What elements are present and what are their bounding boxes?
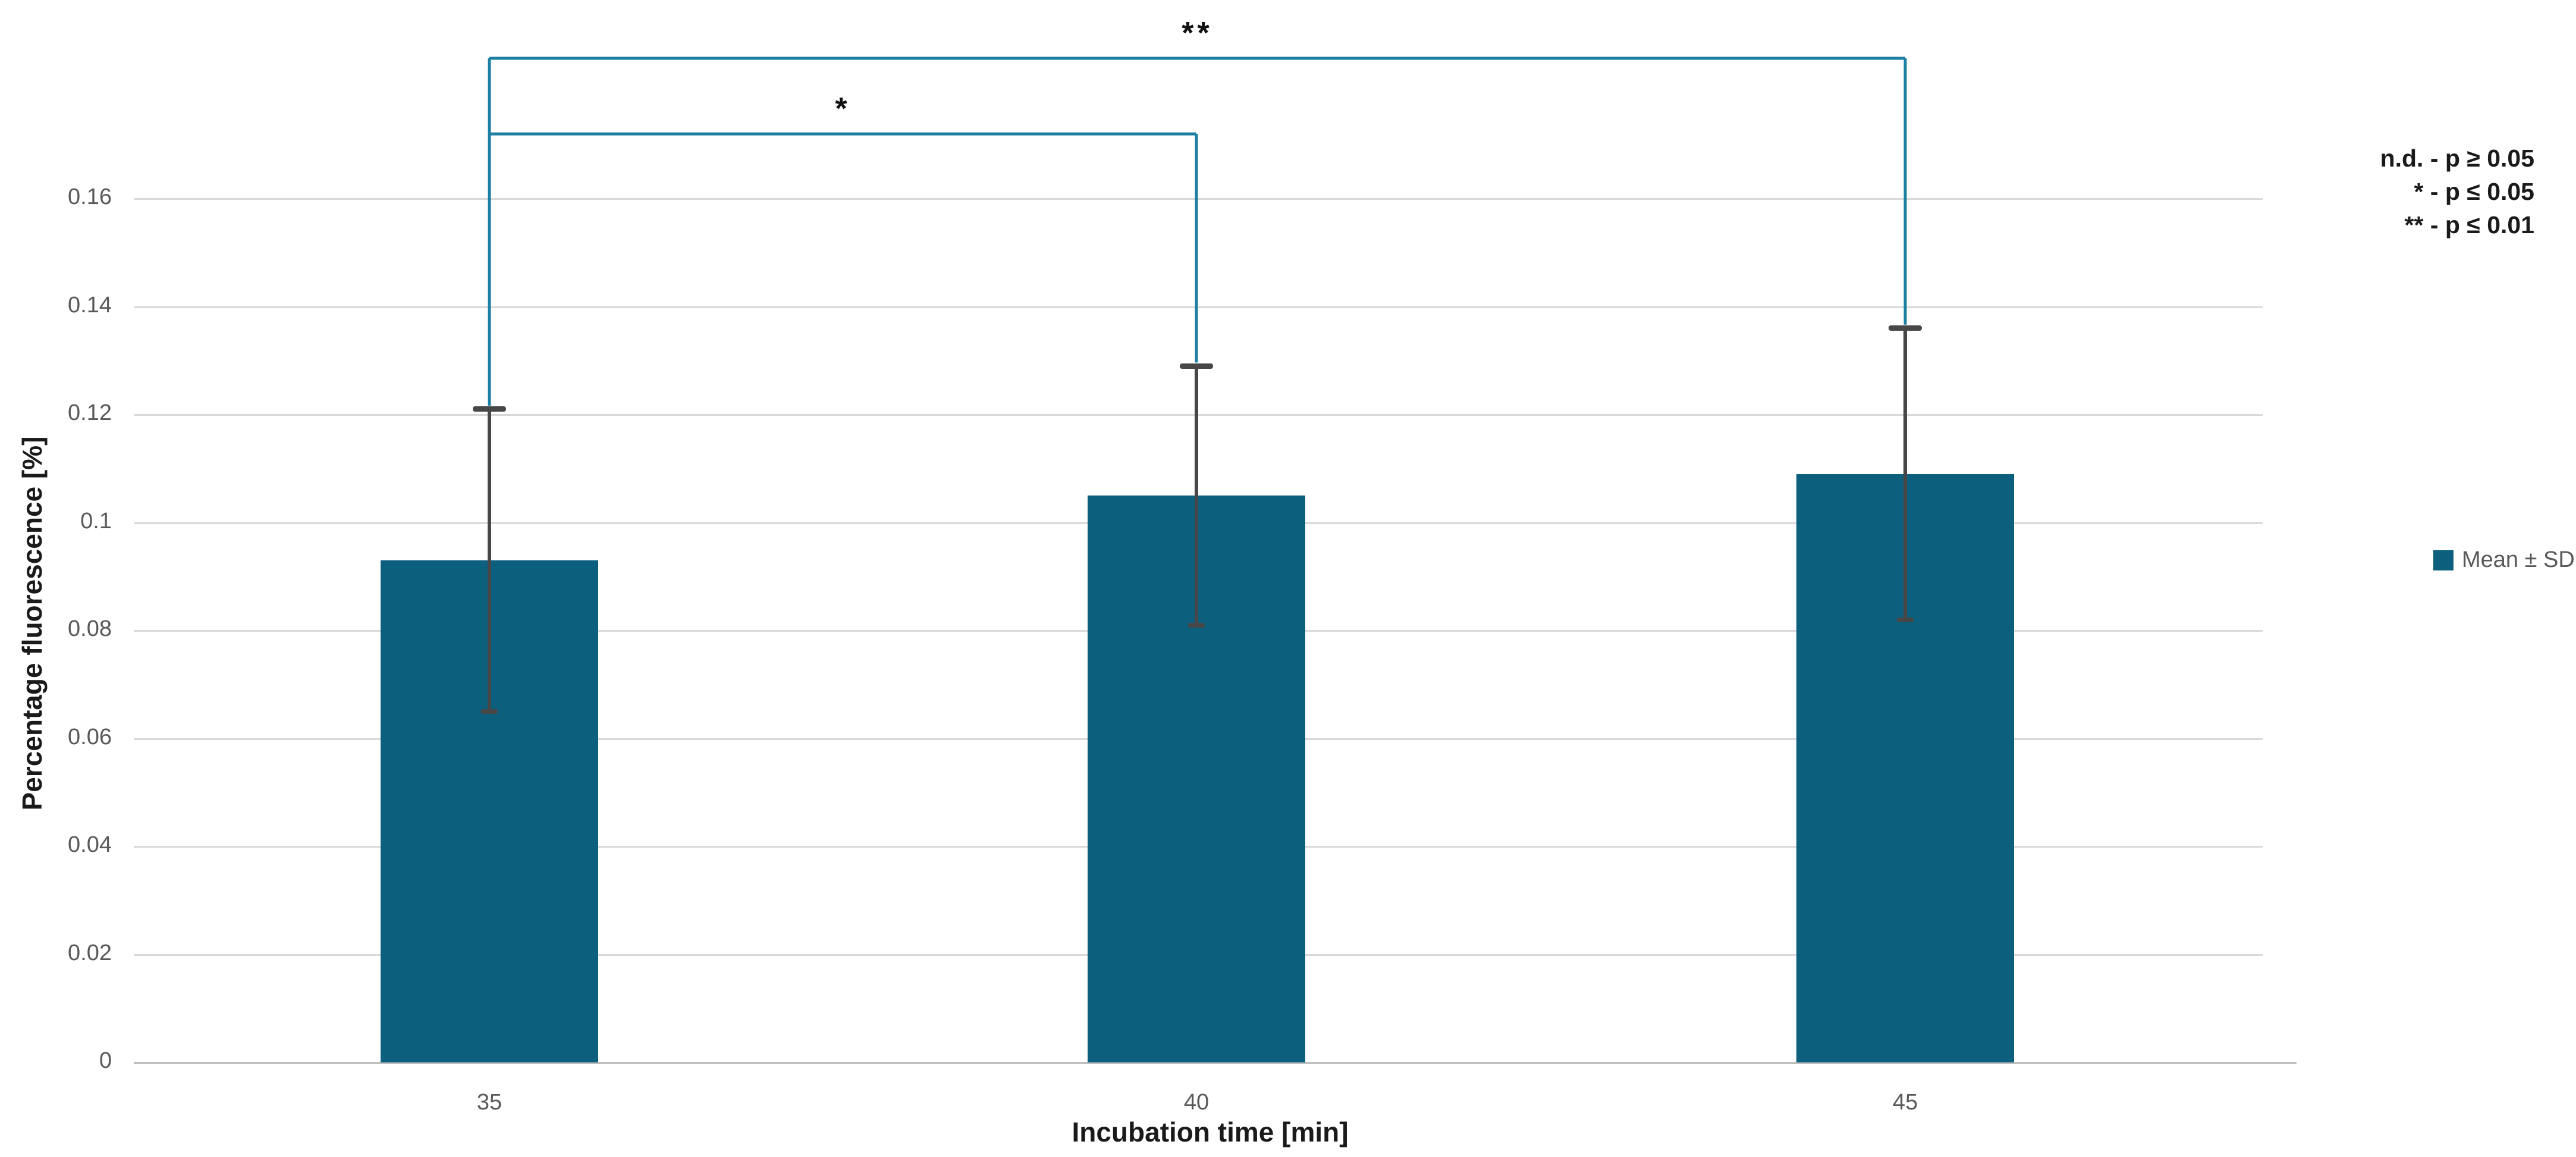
error-bar-cap-top [1889,325,1922,331]
y-tick-label: 0.1 [80,508,112,534]
x-tick-label: 40 [1183,1090,1210,1115]
significance-label: * [835,92,851,127]
y-tick-label: 0.02 [68,940,112,965]
gridline [134,414,2263,416]
y-tick-label: 0.04 [68,832,112,857]
significance-label: ** [1182,16,1213,51]
x-axis-title: Incubation time [min] [1072,1117,1349,1147]
significance-key: n.d. - p ≥ 0.05 * - p ≤ 0.05 ** - p ≤ 0.… [2380,142,2534,242]
y-tick-label: 0 [99,1048,112,1073]
error-bar-cap-bottom [1897,617,1914,622]
error-bar-cap-top [473,406,506,412]
x-tick-label: 45 [1892,1090,1918,1115]
gridline [134,306,2263,308]
x-axis-line [134,1062,2297,1064]
legend-label: Mean ± SD [2462,547,2575,572]
error-bar-cap-top [1180,363,1213,369]
significance-key-line-nd: n.d. - p ≥ 0.05 [2380,145,2534,172]
legend-marker-swatch [2433,550,2454,570]
significance-key-line-doublestar: ** - p ≤ 0.01 [2404,211,2534,239]
x-tick-label: 35 [476,1090,502,1115]
y-axis-title: Percentage fluorescence [%] [17,436,48,811]
error-bar-line [488,409,491,712]
legend: Mean ± SD [2433,547,2575,573]
error-bar-cap-bottom [481,709,498,714]
gridline [134,198,2263,200]
y-tick-label: 0.12 [68,400,112,425]
significance-key-line-star: * - p ≤ 0.05 [2414,178,2534,205]
y-tick-label: 0.08 [68,616,112,641]
y-tick-label: 0.06 [68,724,112,750]
error-bar-line [1903,328,1907,620]
y-tick-label: 0.14 [68,292,112,318]
error-bar-cap-bottom [1188,622,1205,628]
error-bar-line [1195,366,1198,625]
y-tick-label: 0.16 [68,184,112,209]
